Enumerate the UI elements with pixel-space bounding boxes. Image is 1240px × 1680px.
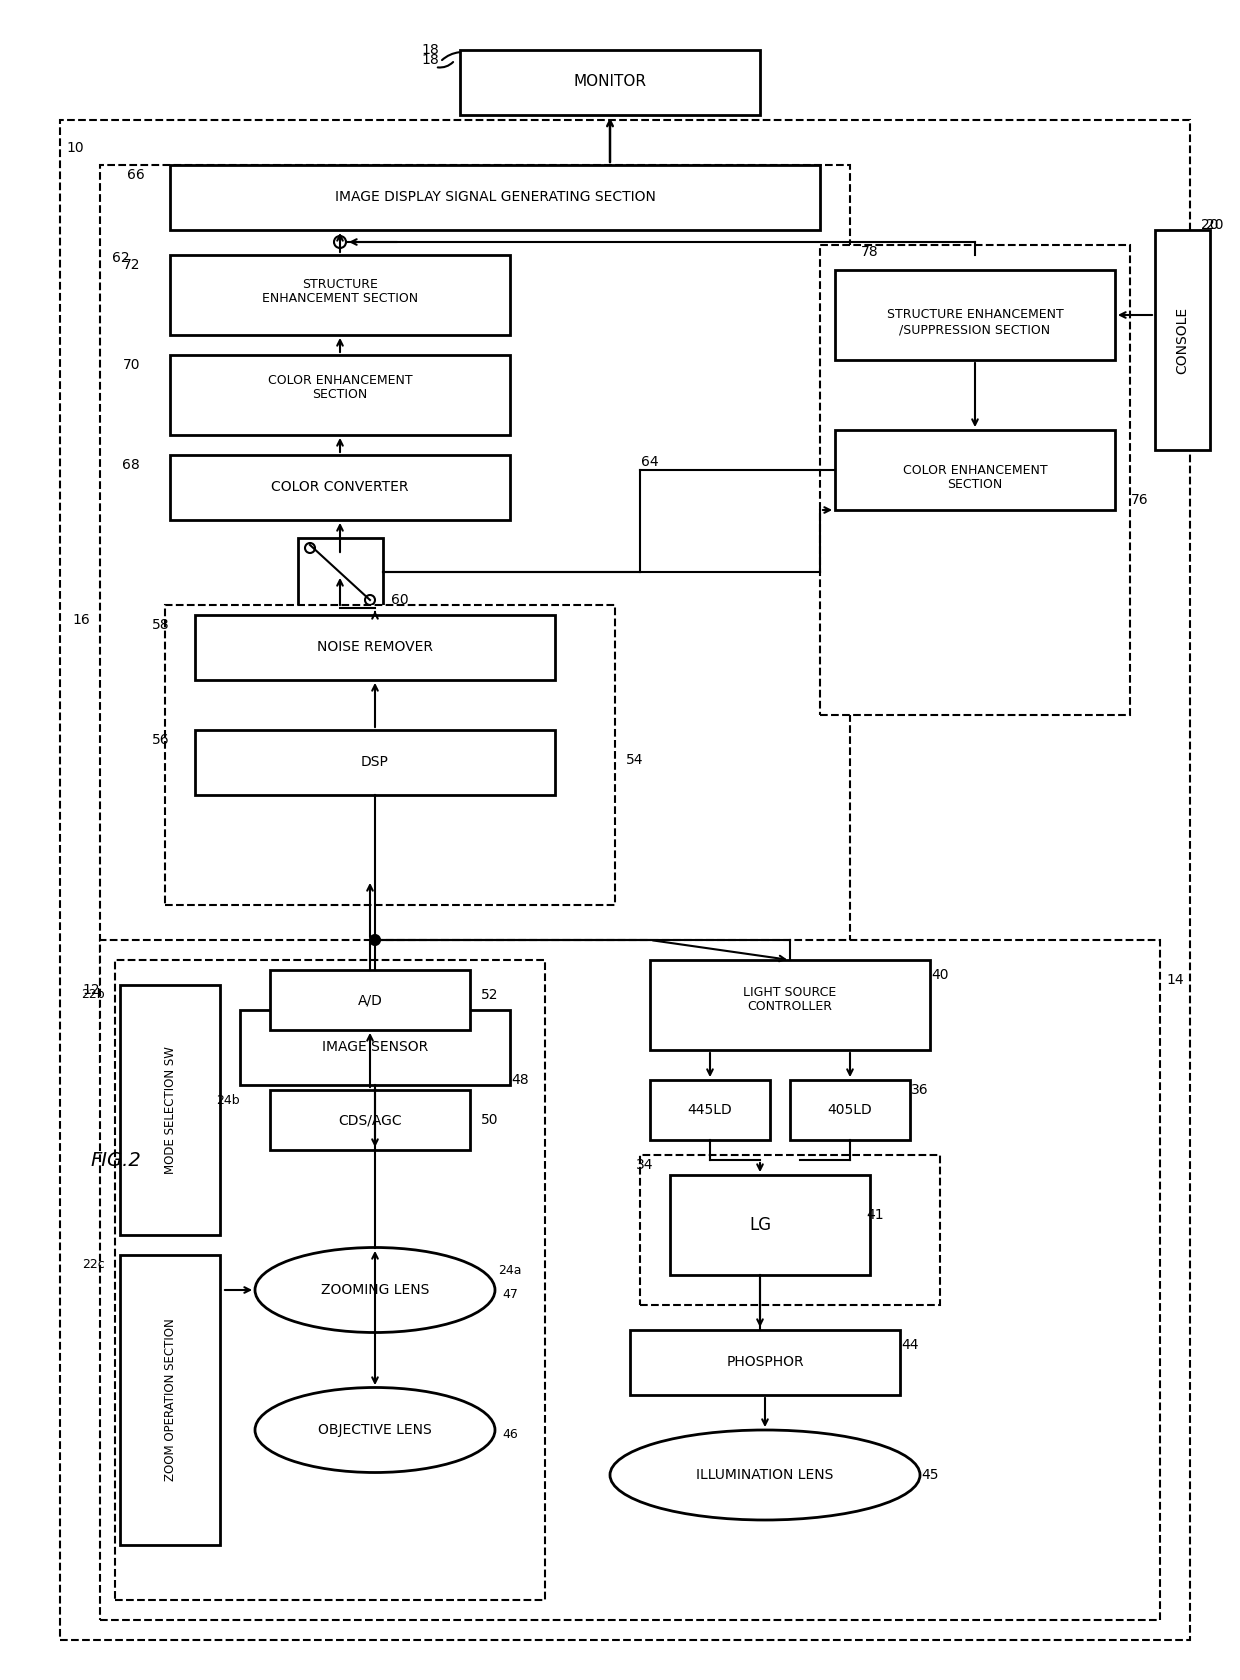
Text: 66: 66 [128,168,145,181]
Bar [270,969,470,1030]
Text: A/D: A/D [357,993,382,1006]
Text: FIG.2: FIG.2 [91,1151,141,1169]
Bar [170,255,510,334]
Text: 18: 18 [422,44,439,57]
Bar [170,165,820,230]
Text: 10: 10 [66,141,84,155]
Bar [670,1174,870,1275]
Bar [650,959,930,1050]
Text: STRUCTURE ENHANCEMENT: STRUCTURE ENHANCEMENT [887,309,1064,321]
Text: CONTROLLER: CONTROLLER [748,1001,832,1013]
Text: 64: 64 [641,455,658,469]
Text: 22b: 22b [82,988,105,1001]
Ellipse shape [255,1248,495,1332]
Text: 34: 34 [636,1158,653,1173]
Bar [100,941,1159,1620]
Bar [1154,230,1210,450]
Bar [835,430,1115,511]
Bar [195,615,556,680]
Text: 60: 60 [391,593,409,606]
Bar [170,455,510,521]
Text: OBJECTIVE LENS: OBJECTIVE LENS [319,1423,432,1436]
Text: MODE SELECTION SW: MODE SELECTION SW [164,1047,176,1174]
Text: CDS/AGC: CDS/AGC [339,1112,402,1127]
Text: 24a: 24a [498,1263,522,1277]
Text: 56: 56 [153,732,170,748]
Text: IMAGE SENSOR: IMAGE SENSOR [322,1040,428,1053]
Bar [115,959,546,1599]
Text: 48: 48 [511,1074,528,1087]
Text: COLOR ENHANCEMENT: COLOR ENHANCEMENT [268,373,413,386]
Bar [460,50,760,114]
Circle shape [370,936,379,944]
Bar [640,1156,940,1305]
Bar [630,1331,900,1394]
Text: SECTION: SECTION [312,388,367,400]
Text: 16: 16 [72,613,91,627]
Text: 14: 14 [1166,973,1184,986]
Text: 46: 46 [502,1428,518,1441]
Text: COLOR CONVERTER: COLOR CONVERTER [272,480,409,494]
Bar [650,1080,770,1141]
Text: 76: 76 [1131,492,1148,507]
Text: CONSOLE: CONSOLE [1176,306,1189,373]
Text: 44: 44 [901,1337,919,1352]
Text: COLOR ENHANCEMENT: COLOR ENHANCEMENT [903,464,1048,477]
Text: 12: 12 [82,983,100,996]
Text: ILLUMINATION LENS: ILLUMINATION LENS [697,1468,833,1482]
Bar [835,270,1115,360]
Text: ZOOM OPERATION SECTION: ZOOM OPERATION SECTION [164,1319,176,1482]
Bar [120,1255,219,1546]
Text: 50: 50 [481,1112,498,1127]
Text: 58: 58 [153,618,170,632]
Text: SECTION: SECTION [947,479,1003,492]
Text: DSP: DSP [361,754,389,769]
Text: 36: 36 [911,1084,929,1097]
Text: 45: 45 [921,1468,939,1482]
Text: 445LD: 445LD [688,1104,733,1117]
Text: 78: 78 [862,245,879,259]
Text: LG: LG [749,1216,771,1235]
Ellipse shape [610,1430,920,1520]
Bar [165,605,615,906]
Text: 24b: 24b [216,1094,241,1107]
Text: 405LD: 405LD [827,1104,873,1117]
Bar [241,1010,510,1085]
Text: PHOSPHOR: PHOSPHOR [727,1356,804,1369]
Text: 54: 54 [626,753,644,768]
Text: 68: 68 [123,459,140,472]
Text: MONITOR: MONITOR [574,74,646,89]
Text: NOISE REMOVER: NOISE REMOVER [317,640,433,654]
Text: 47: 47 [502,1289,518,1302]
Bar [195,731,556,795]
Text: ENHANCEMENT SECTION: ENHANCEMENT SECTION [262,292,418,304]
Bar [790,1080,910,1141]
Text: 20: 20 [1202,218,1219,232]
Text: /SUPPRESSION SECTION: /SUPPRESSION SECTION [899,324,1050,336]
Ellipse shape [255,1388,495,1472]
Bar [298,538,383,608]
Text: IMAGE DISPLAY SIGNAL GENERATING SECTION: IMAGE DISPLAY SIGNAL GENERATING SECTION [335,190,656,203]
Text: ZOOMING LENS: ZOOMING LENS [321,1284,429,1297]
Text: STRUCTURE: STRUCTURE [303,279,378,292]
Text: 41: 41 [867,1208,884,1221]
Text: 40: 40 [931,968,949,983]
Text: 22c: 22c [82,1258,105,1272]
Text: 62: 62 [113,250,130,265]
Text: LIGHT SOURCE: LIGHT SOURCE [743,986,837,1000]
Text: 52: 52 [481,988,498,1001]
Bar [100,165,849,1065]
Bar [170,354,510,435]
Text: 20: 20 [1207,218,1224,232]
Text: 72: 72 [123,259,140,272]
Text: 70: 70 [123,358,140,371]
Bar [120,984,219,1235]
Text: 18: 18 [422,54,439,67]
Bar [820,245,1130,716]
Bar [270,1090,470,1151]
